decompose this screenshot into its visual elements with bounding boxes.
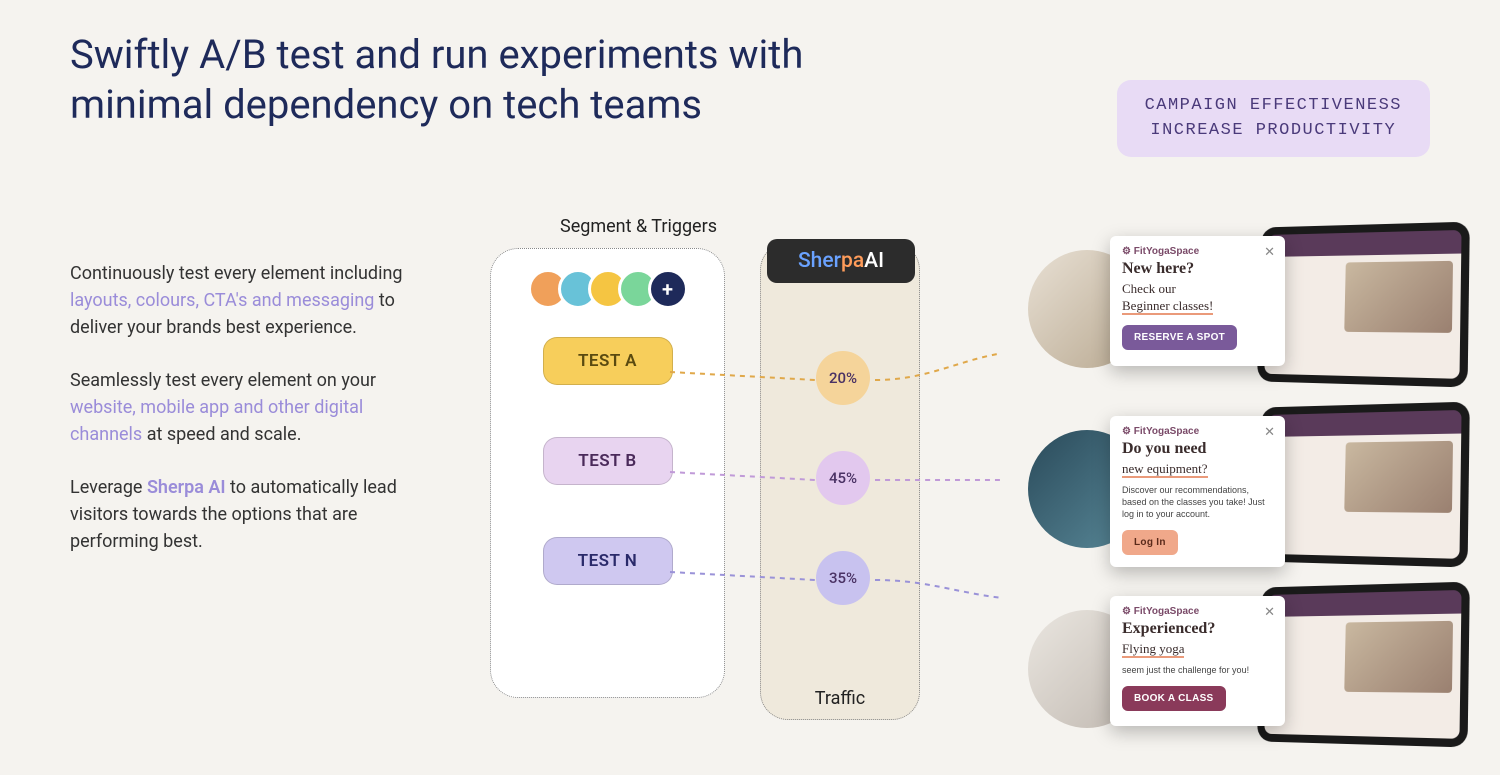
sherpa-ai-chip: Sherpa AI (767, 239, 915, 283)
popup-title: Do you need (1122, 440, 1273, 458)
popup-title: New here? (1122, 260, 1273, 278)
sherpa-part-2: pa (841, 249, 864, 273)
preview-popup: ✕⚙ FitYogaSpace New here? Check ourBeginne… (1110, 236, 1285, 366)
popup-cta-button[interactable]: BOOK A CLASS (1122, 686, 1226, 711)
close-icon[interactable]: ✕ (1264, 604, 1275, 620)
page-headline: Swiftly A/B test and run experiments wit… (70, 30, 940, 130)
tablet-screen (1264, 410, 1461, 559)
p2-text-b: at speed and scale. (142, 424, 301, 445)
p2-text-a: Seamlessly test every element on your (70, 370, 376, 391)
popup-title: Experienced? (1122, 620, 1273, 638)
body-copy: Continuously test every element includin… (70, 260, 430, 581)
traffic-label: Traffic (761, 688, 919, 709)
tablet-mockup (1257, 402, 1470, 568)
test-pill-c[interactable]: TEST N (543, 537, 673, 585)
test-pill-a[interactable]: TEST A (543, 337, 673, 385)
paragraph-3: Leverage Sherpa AI to automatically lead… (70, 474, 430, 555)
feature-badge: CAMPAIGN EFFECTIVENESS INCREASE PRODUCTI… (1117, 80, 1430, 157)
ab-test-diagram: Segment & Triggers + TEST ATEST BTEST N … (480, 200, 1000, 740)
variant-previews: ✕⚙ FitYogaSpaceNew here?Check ourBeginne… (1010, 220, 1480, 760)
tablet-screen (1264, 590, 1461, 739)
popup-subtitle: Check ourBeginner classes! (1122, 281, 1273, 315)
traffic-pct-a: 20% (816, 351, 870, 405)
p3-text-a: Leverage (70, 477, 147, 498)
preview-popup: ✕⚙ FitYogaSpace Experienced? Flying yoga se… (1110, 596, 1285, 726)
preview-popup: ✕⚙ FitYogaSpace Do you need new equipment?… (1110, 416, 1285, 567)
popup-subtitle: new equipment? (1122, 461, 1273, 478)
popup-brand: ⚙ FitYogaSpace (1122, 426, 1273, 437)
popup-description: Discover our recommendations, based on t… (1122, 484, 1273, 520)
tablet-screen (1264, 230, 1461, 379)
tablet-mockup (1257, 222, 1470, 388)
popup-cta-button[interactable]: Log In (1122, 530, 1178, 555)
tablet-mockup (1257, 582, 1470, 748)
popup-subtitle: Flying yoga (1122, 641, 1273, 658)
popup-description: seem just the challenge for you! (1122, 664, 1273, 676)
add-segment-icon[interactable]: + (648, 269, 688, 309)
segment-label: Segment & Triggers (560, 216, 717, 237)
p3-highlight: Sherpa AI (147, 477, 226, 498)
segment-avatars: + (503, 269, 712, 309)
test-pill-b[interactable]: TEST B (543, 437, 673, 485)
badge-line-1: CAMPAIGN EFFECTIVENESS (1145, 94, 1402, 119)
tests-column: + TEST A TEST B TEST N (490, 248, 725, 698)
close-icon[interactable]: ✕ (1264, 424, 1275, 440)
preview-row-0: ✕⚙ FitYogaSpace New here? Check ourBeginne… (1010, 230, 1470, 390)
traffic-pct-c: 35% (816, 551, 870, 605)
sherpa-part-3: AI (864, 249, 884, 273)
badge-line-2: INCREASE PRODUCTIVITY (1145, 119, 1402, 144)
popup-brand: ⚙ FitYogaSpace (1122, 246, 1273, 257)
paragraph-1: Continuously test every element includin… (70, 260, 430, 341)
traffic-pct-b: 45% (816, 451, 870, 505)
preview-row-2: ✕⚙ FitYogaSpace Experienced? Flying yoga se… (1010, 590, 1470, 750)
popup-cta-button[interactable]: RESERVE A SPOT (1122, 325, 1237, 350)
close-icon[interactable]: ✕ (1264, 244, 1275, 260)
p1-highlight: layouts, colours, CTA's and messaging (70, 290, 374, 311)
popup-brand: ⚙ FitYogaSpace (1122, 606, 1273, 617)
p1-text-a: Continuously test every element includin… (70, 263, 403, 284)
paragraph-2: Seamlessly test every element on your we… (70, 367, 430, 448)
preview-row-1: ✕⚙ FitYogaSpace Do you need new equipment?… (1010, 410, 1470, 570)
sherpa-part-1: Sher (798, 249, 841, 273)
traffic-column: Sherpa AI 20% 45% 35% Traffic (760, 242, 920, 720)
